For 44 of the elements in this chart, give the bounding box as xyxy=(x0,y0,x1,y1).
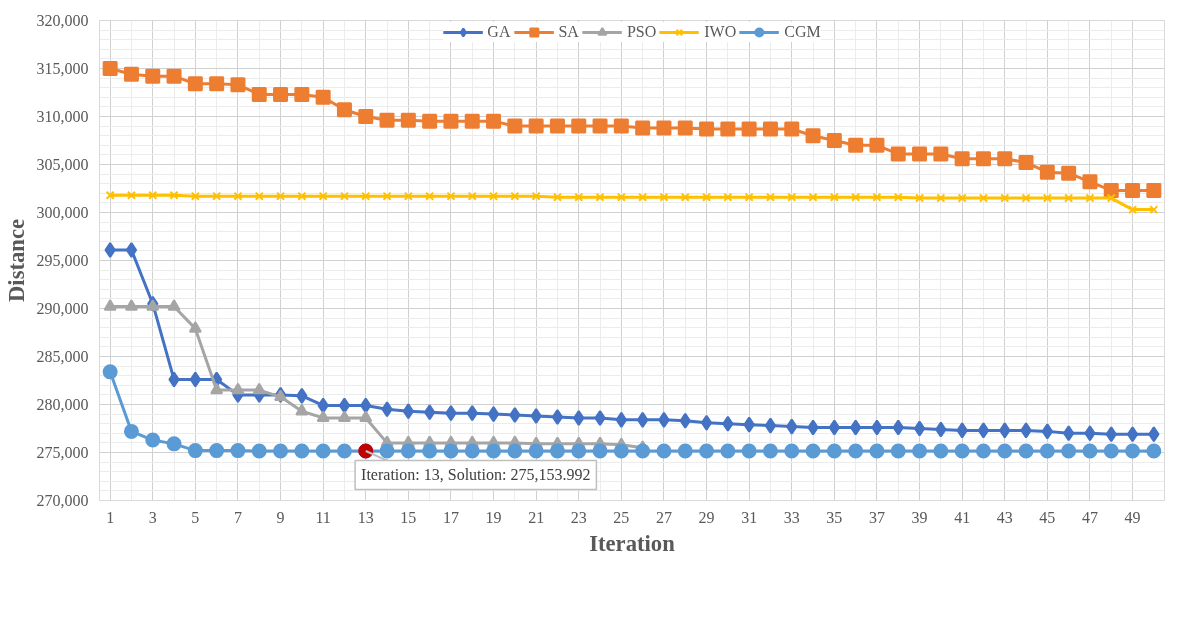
y-tick-label: 300,000 xyxy=(36,204,89,221)
legend-label: IWO xyxy=(704,23,737,41)
x-tick-label: 43 xyxy=(996,508,1013,526)
y-tick-label: 290,000 xyxy=(36,300,89,317)
y-tick-label: 275,000 xyxy=(36,444,89,461)
y-tick-label: 315,000 xyxy=(36,60,89,77)
x-tick-label: 39 xyxy=(911,508,928,526)
y-tick-label: 295,000 xyxy=(36,252,89,269)
x-tick-label: 1 xyxy=(106,508,115,526)
legend-label: GA xyxy=(487,23,511,41)
x-tick-label: 11 xyxy=(315,508,331,526)
x-tick-label: 25 xyxy=(613,508,630,526)
x-tick-label: 31 xyxy=(741,508,758,526)
x-tick-label: 19 xyxy=(485,508,502,526)
x-tick-label: 49 xyxy=(1124,508,1141,526)
y-tick-label: 270,000 xyxy=(36,492,89,509)
x-tick-label: 35 xyxy=(826,508,843,526)
x-tick-label: 37 xyxy=(868,508,885,526)
x-tick-label: 9 xyxy=(276,508,285,526)
x-tick-label: 33 xyxy=(783,508,800,526)
x-tick-label: 29 xyxy=(698,508,715,526)
legend-label: SA xyxy=(558,23,579,41)
x-tick-label: 3 xyxy=(148,508,157,526)
x-tick-label: 5 xyxy=(191,508,200,526)
x-tick-label: 21 xyxy=(528,508,545,526)
y-axis-title: Distance xyxy=(3,218,29,303)
x-tick-label: 15 xyxy=(400,508,417,526)
x-tick-label: 7 xyxy=(233,508,242,526)
y-tick-label: 285,000 xyxy=(36,348,89,365)
x-tick-label: 47 xyxy=(1081,508,1098,526)
x-tick-label: 13 xyxy=(357,508,374,526)
legend-label: CGM xyxy=(784,23,821,41)
y-tick-label: 310,000 xyxy=(36,108,89,125)
x-tick-label: 45 xyxy=(1039,508,1056,526)
x-tick-label: 27 xyxy=(655,508,672,526)
x-tick-label: 23 xyxy=(570,508,587,526)
legend-label: PSO xyxy=(626,23,657,41)
x-tick-label: 41 xyxy=(954,508,971,526)
y-tick-label: 280,000 xyxy=(36,396,89,413)
x-tick-label: 17 xyxy=(442,508,459,526)
y-tick-label: 320,000 xyxy=(36,12,89,29)
x-axis-title: Iteration xyxy=(589,530,676,556)
annotation: Iteration: 13, Solution: 275,153.992 xyxy=(361,466,591,484)
y-tick-label: 305,000 xyxy=(36,156,89,173)
